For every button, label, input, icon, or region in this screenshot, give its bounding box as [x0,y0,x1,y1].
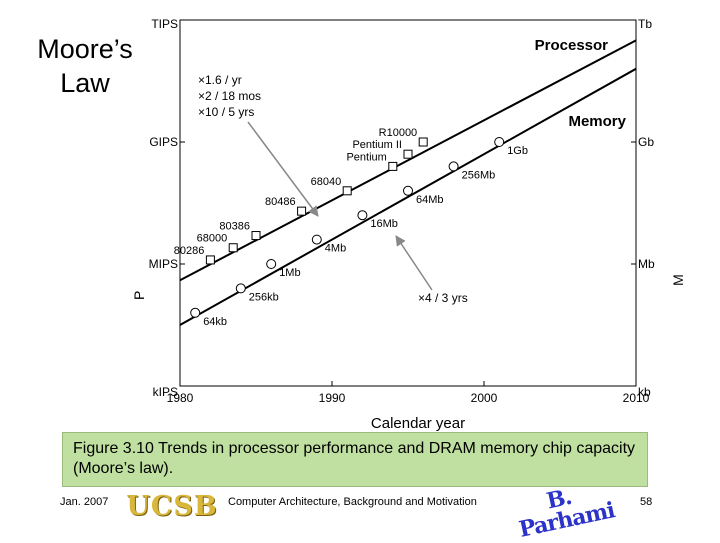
memory-point-4mb-label: 4Mb [325,243,346,255]
memory-point-16mb [357,210,368,221]
slide-title: Moore’s Law [37,34,133,98]
page-number: 58 [640,496,653,508]
processor-point-pentium-label: Pentium [346,151,386,163]
y-tick-label-left-MIPS: MIPS [149,257,178,271]
ucsb-logo: UCSB [126,491,218,522]
trend-line-memory [179,67,637,326]
memory-point-256mb-label: 256Mb [462,169,496,181]
annotation-4: ×4 / 3 yrs [418,291,468,305]
x-axis-label: Calendar year [371,415,465,432]
x-tick-label-1990: 1990 [319,391,346,405]
processor-point-68040-label: 68040 [311,176,342,188]
memory-point-1mb-label: 1Mb [279,267,300,279]
processor-point-pentium-ii-label: Pentium II [352,139,402,151]
annotation-3: ×10 / 5 yrs [198,105,254,119]
memory-point-64kb-label: 64kb [203,316,227,328]
memory-point-256kb-label: 256kb [249,291,279,303]
memory-point-64mb-label: 64Mb [416,194,444,206]
memory-point-1gb-label: 1Gb [507,145,528,157]
y-tick-label-right-Tb: Tb [638,17,652,31]
y-axis-label-right: M [670,274,686,286]
y-tick-label-right-kb: kb [638,385,651,399]
processor-point-80486-label: 80486 [265,196,296,208]
memory-point-1gb [494,137,505,147]
memory-point-256mb [448,161,459,172]
y-tick-label-left-TIPS: TIPS [151,17,178,31]
processor-point-80286-label: 80286 [174,245,205,257]
processor-point-80286 [205,255,215,265]
plot-frame [179,19,637,387]
processor-point-pentium-ii [403,149,413,159]
processor-point-80386 [251,231,261,241]
y-tick-label-left-GIPS: GIPS [149,135,178,149]
memory-point-16mb-label: 16Mb [370,218,398,230]
processor-point-r10000-label: R10000 [379,127,418,139]
memory-point-4mb [311,234,322,245]
memory-point-64mb [403,185,413,196]
y-tick-label-left-kIPS: kIPS [153,385,178,399]
footer-course-title: Computer Architecture, Background and Mo… [228,496,477,508]
memory-point-256kb [235,283,246,294]
processor-point-80386-label: 80386 [219,221,250,233]
y-axis-label-left: P [131,291,147,300]
memory-point-1mb [266,259,277,269]
y-tick-label-right-Mb: Mb [638,257,655,271]
annotation-arrow-processor [247,121,319,217]
processor-point-80486 [297,206,307,216]
figure-caption: Figure 3.10 Trends in processor performa… [62,432,648,487]
processor-point-pentium [388,161,398,171]
annotation-arrow-memory [395,235,433,291]
x-tick-label-2000: 2000 [471,391,498,405]
trend-line-processor [179,39,637,282]
processor-point-68000 [228,243,238,253]
processor-point-68000-label: 68000 [197,233,228,245]
x-tick-label-2010: 2010 [623,391,650,405]
annotation-2: ×2 / 18 mos [198,89,261,103]
annotation-1: ×1.6 / yr [198,73,242,87]
processor-point-68040 [342,186,352,196]
memory-point-64kb [190,307,201,318]
footer-date: Jan. 2007 [60,496,109,508]
x-tick-label-1980: 1980 [167,391,194,405]
series-label-processor: Processor [535,37,609,54]
y-tick-label-right-Gb: Gb [638,135,654,149]
processor-point-r10000 [418,137,428,147]
series-label-memory: Memory [568,113,626,130]
